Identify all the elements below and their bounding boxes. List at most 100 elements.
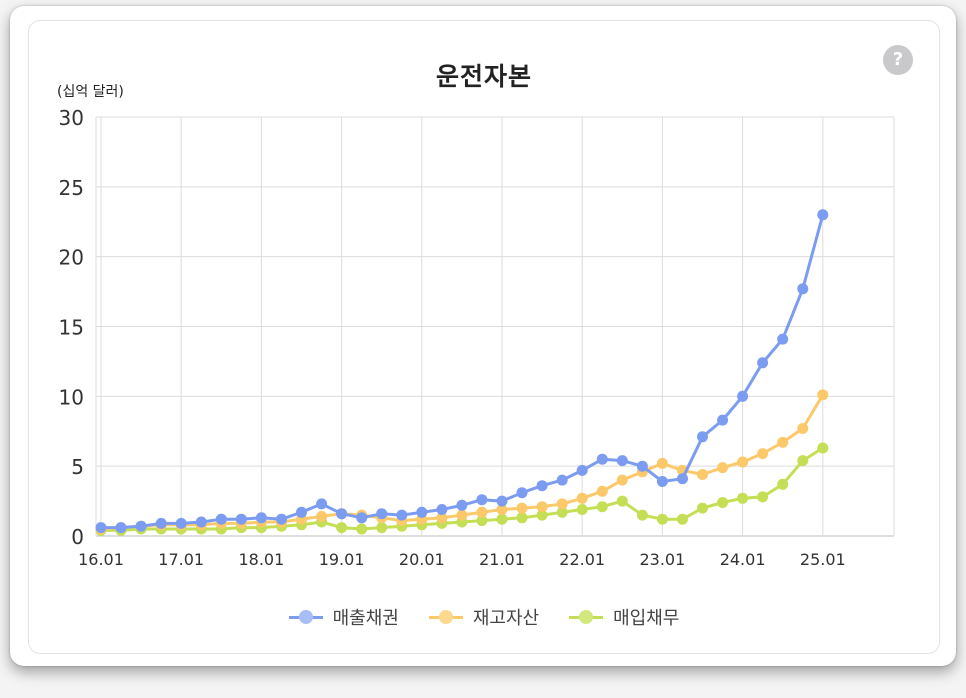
receivables-series-point: [737, 390, 749, 402]
help-icon[interactable]: ?: [883, 45, 913, 75]
payables-series-point: [717, 497, 729, 508]
inventory-series-point: [757, 448, 769, 460]
receivables-series-point: [336, 508, 348, 520]
receivables-series-point: [195, 516, 207, 528]
y-tick-label: 10: [59, 385, 84, 409]
receivables-series-point: [296, 506, 307, 518]
inventory-series-point: [656, 457, 668, 469]
receivables-series-point: [556, 474, 568, 486]
payables-series-point: [496, 513, 508, 525]
receivables-series-point: [616, 455, 628, 467]
payables-series-point: [356, 523, 368, 535]
receivables-series-point: [456, 499, 468, 511]
inventory-series-point: [476, 506, 488, 518]
payables-series-point: [737, 492, 749, 504]
chart-card: 운전자본 (십억 달러) ? 매출채권 재고자산 매입채무 0 5 10 15 20 25…: [10, 6, 956, 666]
payables-series-point: [536, 509, 548, 521]
payables-series-point: [616, 495, 628, 507]
receivables-series-point: [436, 504, 448, 515]
inventory-series-point: [496, 504, 508, 515]
x-tick-label: 22.01: [559, 550, 605, 569]
receivables-series-point: [316, 498, 328, 510]
legend-label: 재고자산: [472, 608, 540, 629]
legend-swatch-icon: [428, 610, 463, 624]
receivables-series-point: [536, 480, 548, 492]
payables-series-point: [677, 513, 688, 525]
receivables-series-point: [416, 506, 428, 518]
inventory-series-point: [536, 501, 548, 513]
receivables-series-point: [496, 495, 508, 507]
inventory-series-point: [797, 423, 809, 434]
payables-series-point: [596, 501, 608, 513]
payables-series-point: [336, 522, 348, 534]
receivables-series-point: [636, 460, 648, 472]
receivables-series-point: [777, 333, 789, 345]
receivables-series-point: [797, 283, 809, 295]
receivables-series-point: [717, 414, 729, 426]
legend-swatch-icon: [569, 610, 604, 624]
payables-series-point: [777, 478, 789, 490]
receivables-series-point: [135, 520, 147, 532]
receivables-series-point: [396, 509, 408, 521]
inventory-series-point: [556, 498, 568, 510]
receivables-series-point: [215, 513, 227, 525]
inventory-series-point: [616, 474, 628, 486]
receivables-series-point: [757, 357, 769, 369]
payables-series-point: [476, 515, 488, 527]
x-tick-label: 16.01: [78, 550, 124, 569]
payables-series-point: [376, 522, 388, 534]
receivables-series-point: [235, 513, 247, 525]
payables-series-point: [576, 504, 588, 515]
receivables-series-point: [476, 494, 488, 506]
receivables-series-point: [656, 476, 668, 487]
receivables-series-point: [596, 453, 608, 465]
receivables-series-point: [516, 487, 528, 499]
y-tick-label: 20: [59, 246, 84, 270]
x-tick-label: 21.01: [479, 550, 525, 569]
x-tick-label: 20.01: [399, 550, 445, 569]
receivables-series-point: [95, 522, 107, 534]
inventory-series-point: [576, 492, 588, 504]
x-tick-label: 17.01: [158, 550, 204, 569]
inventory-series-point: [456, 509, 468, 521]
y-tick-label: 0: [71, 525, 84, 549]
receivables-series-point: [276, 513, 287, 525]
payables-series-point: [757, 491, 769, 503]
chart-title: 운전자본: [435, 62, 532, 91]
y-tick-label: 30: [59, 106, 84, 130]
x-tick-label: 24.01: [720, 550, 766, 569]
receivables-series-point: [356, 512, 368, 524]
legend-item-payables[interactable]: 매입채무: [569, 604, 679, 630]
legend-item-receivables[interactable]: 매출채권: [288, 604, 399, 630]
payables-series-point: [516, 512, 528, 524]
receivables-series-line: [101, 214, 825, 530]
legend-label: 매입채무: [613, 608, 680, 629]
payables-series-point: [797, 455, 809, 467]
x-tick-label: 25.01: [800, 550, 846, 569]
payables-series-point: [697, 502, 708, 514]
x-tick-label: 18.01: [238, 550, 284, 569]
payables-series-point: [636, 509, 648, 521]
inventory-series-point: [316, 510, 328, 522]
legend-label: 매출채권: [332, 608, 399, 629]
inventory-series-point: [436, 512, 448, 524]
x-tick-label: 23.01: [639, 550, 685, 569]
receivables-series-point: [817, 209, 829, 221]
unit-label: (십억 달러): [57, 84, 124, 100]
receivables-series-point: [697, 431, 708, 443]
y-tick-label: 5: [71, 455, 84, 479]
receivables-series-point: [376, 508, 388, 520]
inventory-series-point: [596, 485, 608, 497]
y-tick-label: 15: [59, 316, 84, 340]
receivables-series-point: [115, 522, 127, 534]
receivables-series-point: [155, 517, 167, 529]
legend-swatch-icon: [288, 610, 323, 624]
inventory-series-point: [737, 456, 749, 468]
x-tick-label: 19.01: [319, 550, 365, 569]
chart-panel: 운전자본 (십억 달러) ? 매출채권 재고자산 매입채무: [28, 20, 940, 654]
inventory-series-point: [817, 389, 829, 401]
payables-series-point: [556, 506, 568, 518]
inventory-series-point: [697, 469, 708, 480]
legend-item-inventory[interactable]: 재고자산: [428, 604, 540, 630]
inventory-series-point: [516, 502, 528, 514]
